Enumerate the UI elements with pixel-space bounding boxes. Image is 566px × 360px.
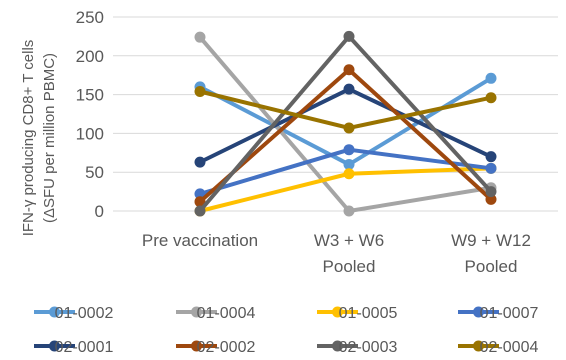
data-point [194, 196, 206, 208]
x-axis-categories: Pre vaccination W3 + W6 Pooled W9 + W12 Pool… [142, 231, 531, 276]
legend-item: 02-0004 [458, 339, 538, 356]
data-point [343, 168, 355, 180]
data-point [194, 85, 206, 97]
data-point [485, 162, 497, 174]
x-category-label-line: W9 + W12 [451, 231, 531, 250]
data-point [485, 92, 497, 104]
legend-label: 01-0002 [55, 305, 114, 322]
y-axis-ticks: 0 50 100 150 200 250 [76, 8, 104, 221]
data-point [343, 205, 355, 217]
legend-marker [191, 306, 202, 318]
x-category-label: Pre vaccination [142, 231, 258, 250]
y-tick-label: 100 [76, 124, 104, 143]
legend-label: 01-0005 [339, 305, 398, 322]
series-02-0002 [194, 64, 497, 208]
y-tick-label: 200 [76, 47, 104, 66]
data-point [343, 158, 355, 170]
legend-label: 02-0004 [480, 339, 539, 356]
data-point [194, 156, 206, 168]
y-tick-label: 50 [85, 163, 104, 182]
y-axis-label-line: IFN-γ producing CD8+ T cells [20, 40, 37, 237]
legend-label: 02-0001 [55, 339, 114, 356]
series-lines [194, 30, 497, 217]
legend-item: 01-0007 [458, 305, 538, 322]
y-tick-label: 250 [76, 8, 104, 27]
data-point [194, 205, 206, 217]
legend-marker [332, 306, 343, 318]
data-point [485, 72, 497, 84]
legend-label: 01-0004 [197, 305, 256, 322]
data-point [485, 193, 497, 205]
legend-item: 01-0004 [176, 305, 255, 322]
legend-label: 02-0002 [197, 339, 256, 356]
legend-marker [473, 340, 484, 352]
x-category-label-line: Pooled [465, 257, 518, 276]
legend-item: 01-0005 [317, 305, 397, 322]
y-axis-label: IFN-γ producing CD8+ T cells (ΔSFU per mi… [20, 40, 58, 237]
data-point [343, 144, 355, 156]
series-02-0003 [194, 30, 497, 217]
data-point [343, 83, 355, 95]
data-point [343, 30, 355, 42]
legend-marker [49, 340, 60, 352]
legend-item: 02-0001 [34, 339, 113, 356]
data-point [485, 151, 497, 163]
y-tick-label: 150 [76, 86, 104, 105]
gridlines [113, 16, 558, 212]
data-point [485, 186, 497, 198]
data-point [194, 31, 206, 43]
y-tick-label: 0 [95, 202, 104, 221]
y-axis-label-line: (ΔSFU per million PBMC) [41, 53, 58, 223]
series-02-0004 [194, 85, 497, 134]
legend-marker [191, 340, 202, 352]
legend: 01-0002 01-0004 01-0005 01-0007 02-0001 02-00… [34, 305, 538, 356]
data-point [343, 64, 355, 76]
x-category-label: W9 + W12 Pooled [451, 231, 531, 276]
legend-label: 01-0007 [480, 305, 539, 322]
x-category-label: W3 + W6 Pooled [314, 231, 384, 276]
legend-label: 02-0003 [339, 339, 398, 356]
series-line [198, 34, 493, 213]
data-point [343, 122, 355, 134]
legend-marker [332, 340, 343, 352]
legend-marker [473, 306, 484, 318]
legend-item: 01-0002 [34, 305, 113, 322]
x-category-label-line: Pre vaccination [142, 231, 258, 250]
x-category-label-line: Pooled [323, 257, 376, 276]
legend-item: 02-0003 [317, 339, 397, 356]
series-02-0001 [194, 83, 497, 168]
legend-item: 02-0002 [176, 339, 255, 356]
x-category-label-line: W3 + W6 [314, 231, 384, 250]
legend-marker [49, 306, 60, 318]
